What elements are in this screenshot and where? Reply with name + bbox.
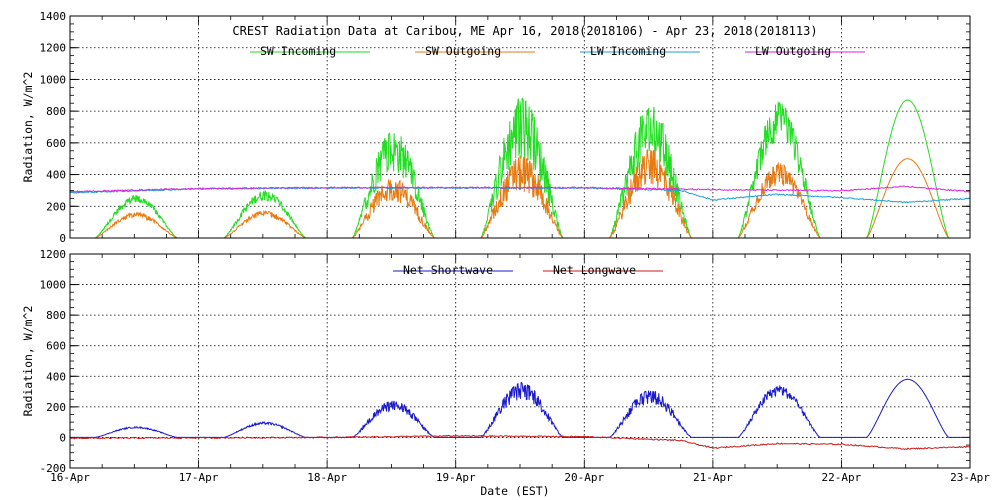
x-tick-label: 21-Apr	[693, 471, 733, 484]
y-tick-label: 400	[46, 370, 66, 383]
legend-label: Net Shortwave	[403, 263, 493, 277]
legend-label: LW Outgoing	[755, 44, 831, 58]
legend-label: SW Outgoing	[425, 44, 501, 58]
series-line-sw-outgoing	[70, 149, 970, 239]
y-tick-label: 1200	[40, 248, 67, 261]
series-line-net-longwave	[69, 434, 971, 451]
chart-title: CREST Radiation Data at Caribou, ME Apr …	[232, 24, 817, 38]
y-tick-label: 200	[46, 401, 66, 414]
chart-panel-2: -200 0 200 400 600 800 1000 1200 Net Shortwave Ne…	[21, 248, 990, 498]
plot-frame	[69, 253, 971, 469]
x-tick-label: 16-Apr	[50, 471, 90, 484]
y-tick-label: 400	[46, 169, 66, 182]
y-tick-label: 0	[59, 232, 66, 245]
x-tick-label: 18-Apr	[307, 471, 347, 484]
y-tick-label: 800	[46, 309, 66, 322]
y-tick-label: 1000	[40, 279, 67, 292]
x-tick-label: 17-Apr	[179, 471, 219, 484]
y-tick-label: 1400	[40, 10, 67, 23]
x-axis-label: Date (EST)	[480, 484, 549, 498]
chart-panel-1: 0 200 400 600 800 1000 1200 1400 SW Incoming SW O…	[21, 10, 971, 245]
y-tick-label: -200	[40, 462, 67, 475]
y-tick-label: 200	[46, 200, 66, 213]
y-tick-label: 1000	[40, 73, 67, 86]
y-tick-label: 600	[46, 137, 66, 150]
y-axis-label: Radiation, W/m^2	[21, 72, 35, 183]
x-tick-label: 23-Apr	[950, 471, 990, 484]
x-tick-label: 20-Apr	[564, 471, 604, 484]
legend-label: LW Incoming	[590, 44, 666, 58]
series-line-lw-outgoing	[69, 185, 971, 193]
legend-label: SW Incoming	[260, 44, 336, 58]
series-line-net-shortwave	[70, 378, 970, 438]
x-tick-label: 22-Apr	[822, 471, 862, 484]
legend-label: Net Longwave	[553, 263, 636, 277]
x-tick-label: 19-Apr	[436, 471, 476, 484]
y-tick-label: 1200	[40, 42, 67, 55]
y-tick-label: 800	[46, 105, 66, 118]
y-axis-label: Radiation, W/m^2	[21, 306, 35, 417]
y-tick-label: 600	[46, 340, 66, 353]
plot-frame	[69, 15, 971, 239]
y-tick-label: 0	[59, 431, 66, 444]
